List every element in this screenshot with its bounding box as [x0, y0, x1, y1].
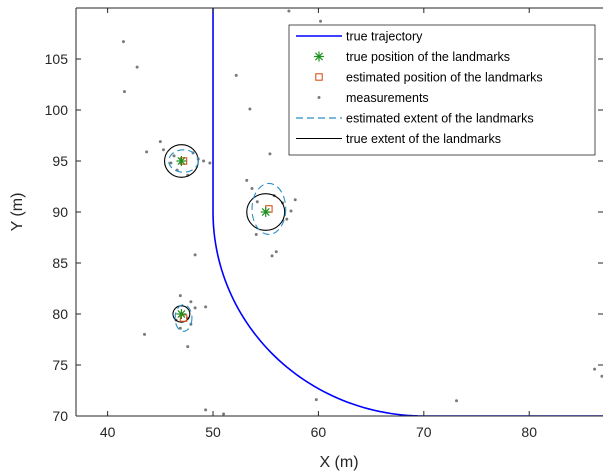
- measurement-point: [593, 368, 596, 371]
- measurement-point: [248, 107, 251, 110]
- measurement-point: [294, 198, 297, 201]
- measurement-point: [256, 200, 259, 203]
- measurement-point: [194, 253, 197, 256]
- measurement-point: [251, 187, 254, 190]
- x-tick-label: 60: [311, 424, 327, 440]
- legend-label: measurements: [346, 91, 429, 105]
- measurement-point: [159, 140, 162, 143]
- measurement-point: [123, 90, 126, 93]
- true-position-marker: [261, 207, 271, 217]
- legend: true trajectory true position of the land…: [289, 25, 595, 155]
- measurement-point: [204, 305, 207, 308]
- measurement-point: [208, 162, 211, 165]
- legend-label: true trajectory: [346, 30, 423, 44]
- measurement-point: [136, 66, 139, 69]
- legend-label: estimated extent of the landmarks: [346, 112, 534, 126]
- y-tick-label: 90: [52, 204, 68, 220]
- true-position-marker: [176, 156, 186, 166]
- legend-label: estimated position of the landmarks: [346, 71, 543, 85]
- measurement-point: [271, 254, 274, 257]
- measurement-point: [143, 333, 146, 336]
- measurement-point: [204, 408, 207, 411]
- measurement-point: [186, 345, 189, 348]
- true-position-marker: [176, 309, 186, 319]
- measurement-point: [189, 300, 192, 303]
- measurement-point: [319, 20, 322, 23]
- y-axis-label: Y (m): [9, 193, 26, 232]
- x-tick-label: 40: [100, 424, 116, 440]
- measurement-point: [287, 10, 290, 13]
- measurement-point: [173, 154, 176, 157]
- measurement-point: [162, 148, 165, 151]
- y-tick-label: 75: [52, 357, 68, 373]
- x-tick-label: 80: [521, 424, 537, 440]
- measurement-point: [315, 398, 318, 401]
- measurement-point: [455, 399, 458, 402]
- x-tick-label: 50: [205, 424, 221, 440]
- y-tick-label: 100: [45, 102, 69, 118]
- measurement-point: [202, 160, 205, 163]
- measurement-point: [194, 306, 197, 309]
- measurement-point: [122, 40, 125, 43]
- measurement-point: [285, 218, 288, 221]
- measurement-point: [275, 250, 278, 253]
- measurement-point: [245, 179, 248, 182]
- measurement-point: [255, 233, 258, 236]
- legend-swatch-dot: [318, 96, 321, 99]
- measurement-point: [235, 74, 238, 77]
- measurement-point: [268, 152, 271, 155]
- y-tick-label: 95: [52, 153, 68, 169]
- legend-label: true extent of the landmarks: [346, 132, 501, 146]
- legend-label: true position of the landmarks: [346, 50, 510, 64]
- y-tick-label: 105: [45, 51, 69, 67]
- measurement-point: [222, 412, 225, 415]
- legend-swatch-star: [314, 52, 324, 62]
- measurement-point: [145, 150, 148, 153]
- y-tick-label: 85: [52, 255, 68, 271]
- x-axis-label: X (m): [319, 454, 358, 471]
- legend-item-estimated-position: estimated position of the landmarks: [316, 71, 543, 85]
- y-tick-label: 70: [52, 408, 68, 424]
- measurement-point: [290, 209, 293, 212]
- measurement-point: [179, 294, 182, 297]
- y-tick-label: 80: [52, 306, 68, 322]
- x-tick-label: 70: [416, 424, 432, 440]
